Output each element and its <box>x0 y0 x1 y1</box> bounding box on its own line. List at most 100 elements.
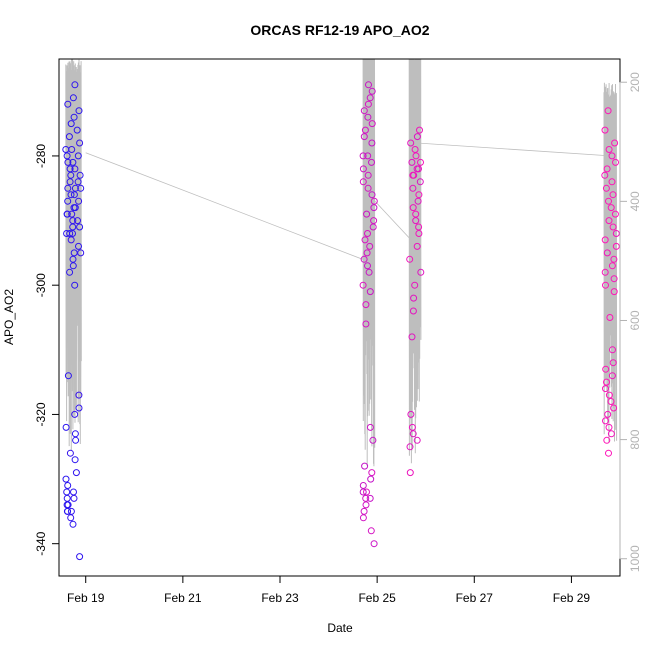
data-point-f1-45 <box>360 507 368 515</box>
data-point-f0-37 <box>69 262 77 270</box>
data-point-f2-29 <box>409 430 417 438</box>
data-point-f2-14 <box>414 197 422 205</box>
data-point-f1-5 <box>364 113 372 121</box>
x-axis-label: Date <box>327 621 353 635</box>
data-point-f1-17 <box>368 191 376 199</box>
data-point-f0-15 <box>74 178 82 186</box>
data-point-f1-31 <box>366 288 374 296</box>
data-point-f3-25 <box>610 288 618 296</box>
pressure-trace-2 <box>408 58 422 464</box>
data-point-f1-6 <box>368 120 376 128</box>
data-point-f3-13 <box>611 210 619 218</box>
data-point-f2-22 <box>417 268 425 276</box>
data-point-f0-36 <box>69 255 77 263</box>
data-point-f3-39 <box>607 430 615 438</box>
data-point-f1-48 <box>370 540 378 548</box>
data-point-f1-46 <box>359 514 367 522</box>
pressure-trace-0 <box>65 58 82 451</box>
data-point-f0-48 <box>64 372 72 380</box>
data-point-f3-28 <box>609 359 617 367</box>
data-point-f0-10 <box>64 158 72 166</box>
data-point-f3-18 <box>612 242 620 250</box>
data-point-f2-21 <box>406 255 414 263</box>
y-tick-label-0: -280 <box>34 144 48 168</box>
data-point-f1-39 <box>359 482 367 489</box>
data-point-f1-15 <box>359 178 367 186</box>
data-point-f2-1 <box>413 133 421 141</box>
data-point-f0-20 <box>70 191 78 199</box>
data-point-f0-29 <box>69 223 77 231</box>
data-point-f1-13 <box>359 165 367 173</box>
data-point-f1-14 <box>364 171 372 179</box>
data-point-f3-12 <box>607 204 615 212</box>
data-point-f3-31 <box>603 378 610 386</box>
data-point-f0-14 <box>76 171 84 179</box>
data-point-f0-62 <box>70 494 78 502</box>
data-point-f2-10 <box>409 171 417 179</box>
data-point-f0-39 <box>71 281 79 289</box>
data-point-f0-41 <box>69 94 77 102</box>
data-point-f1-43 <box>366 494 374 502</box>
pressure-traces <box>65 58 618 467</box>
data-point-f0-53 <box>71 430 79 438</box>
data-point-f0-40 <box>71 81 79 89</box>
data-point-f3-37 <box>602 417 609 425</box>
data-point-f2-26 <box>408 333 416 341</box>
data-point-f0-57 <box>72 469 80 477</box>
data-point-f0-38 <box>66 268 74 276</box>
data-point-f0-31 <box>66 230 74 237</box>
data-point-f0-69 <box>69 520 77 528</box>
data-point-f0-61 <box>70 488 77 496</box>
secondary-tick-label-2: 600 <box>628 310 642 330</box>
data-point-f1-30 <box>359 281 367 289</box>
data-point-f0-51 <box>71 410 79 418</box>
y-tick-label-3: -340 <box>34 531 48 555</box>
data-point-f3-16 <box>612 230 620 237</box>
data-point-f0-3 <box>67 120 75 128</box>
data-point-f1-47 <box>367 527 375 535</box>
data-point-f2-0 <box>416 126 423 134</box>
data-point-f0-5 <box>65 133 73 141</box>
data-point-f0-63 <box>63 494 71 502</box>
y-axis: -280 -300 -320 -340 <box>34 144 60 556</box>
data-point-f3-29 <box>602 365 610 373</box>
data-point-f1-33 <box>362 320 370 328</box>
data-point-f0-67 <box>63 507 71 515</box>
data-point-f0-6 <box>76 139 84 147</box>
data-point-f2-20 <box>413 242 421 250</box>
data-point-f1-35 <box>369 436 377 444</box>
data-point-f1-28 <box>364 262 371 270</box>
data-point-f0-11 <box>71 165 79 173</box>
data-point-f2-12 <box>409 184 417 192</box>
data-point-f0-30 <box>76 223 84 231</box>
data-point-f0-1 <box>75 107 83 115</box>
data-point-f1-36 <box>361 462 369 470</box>
data-point-f3-6 <box>603 165 611 173</box>
data-point-f0-26 <box>68 210 76 218</box>
data-point-f0-9 <box>63 152 71 160</box>
plot-frame <box>58 58 621 577</box>
data-point-f2-8 <box>415 165 422 173</box>
data-point-f3-14 <box>605 217 613 225</box>
data-point-f2-30 <box>413 436 421 444</box>
secondary-y-axis: 200 400 600 800 1000 <box>619 72 642 572</box>
data-point-f2-27 <box>407 410 415 418</box>
x-tick-label-1: Feb 21 <box>164 591 202 605</box>
data-point-f1-44 <box>362 501 370 509</box>
data-point-f0-13 <box>67 171 75 179</box>
data-point-f3-19 <box>603 249 611 257</box>
data-point-f0-68 <box>67 514 75 522</box>
data-point-f1-12 <box>368 158 375 166</box>
data-point-f0-18 <box>77 184 85 192</box>
data-point-f0-56 <box>71 456 79 464</box>
data-point-f0-55 <box>66 449 74 457</box>
data-point-f3-32 <box>602 385 609 393</box>
secondary-tick-label-3: 800 <box>628 429 642 449</box>
data-point-f2-4 <box>412 152 420 160</box>
data-point-f2-19 <box>415 230 423 237</box>
data-point-f0-54 <box>72 436 80 444</box>
data-point-f1-32 <box>362 301 370 309</box>
data-point-f0-60 <box>63 488 71 496</box>
data-point-f3-3 <box>605 146 613 153</box>
data-point-f3-36 <box>604 410 612 418</box>
